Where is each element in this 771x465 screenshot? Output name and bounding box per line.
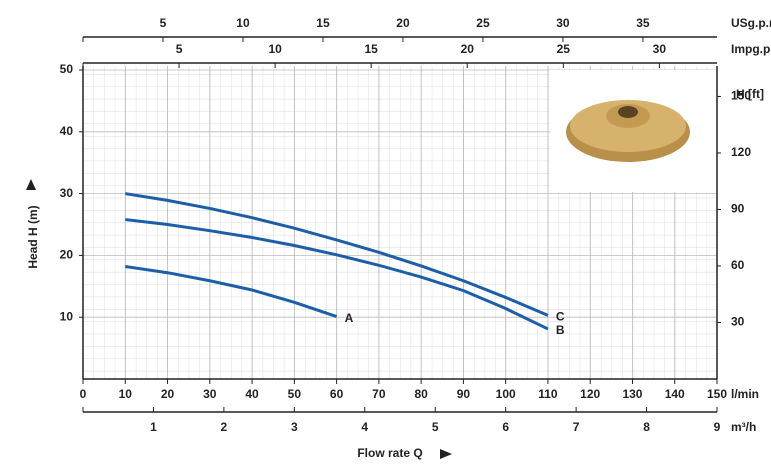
curve <box>125 218 549 331</box>
curve <box>125 192 549 317</box>
y-tick-label: 10 <box>60 309 74 323</box>
curve-label: B <box>556 323 565 337</box>
secondary-tick-label: 1 <box>150 420 157 434</box>
secondary-tick-label: 6 <box>502 420 509 434</box>
secondary-tick-label: 5 <box>432 420 439 434</box>
y-tick-label: 30 <box>60 186 74 200</box>
secondary-tick-label: 30 <box>653 42 667 56</box>
x-tick-label: 80 <box>414 387 428 401</box>
curve-label: A <box>345 311 354 325</box>
x-tick-label: 20 <box>161 387 175 401</box>
y-axis-label: Head H (m) <box>26 205 40 268</box>
secondary-tick-label: 5 <box>160 16 167 30</box>
x-tick-label: 130 <box>622 387 642 401</box>
y2-tick-label: 120 <box>731 145 751 159</box>
x-tick-label: 110 <box>538 387 558 401</box>
curve <box>125 265 338 319</box>
x-unit: l/min <box>731 387 759 401</box>
y2-tick-label: 90 <box>731 202 745 216</box>
y-tick-label: 40 <box>60 124 74 138</box>
x-tick-label: 70 <box>372 387 386 401</box>
impeller-photo <box>550 70 717 192</box>
y2-tick-label: 30 <box>731 315 745 329</box>
y2-tick-label: 60 <box>731 258 745 272</box>
x-tick-label: 0 <box>80 387 87 401</box>
secondary-tick-label: 15 <box>365 42 379 56</box>
secondary-tick-label: 7 <box>573 420 580 434</box>
secondary-tick-label: 10 <box>236 16 250 30</box>
y-tick-label: 20 <box>60 248 74 262</box>
secondary-tick-label: 2 <box>221 420 228 434</box>
secondary-tick-label: 20 <box>396 16 410 30</box>
x-tick-label: 10 <box>119 387 133 401</box>
y-tick-label: 50 <box>60 62 74 76</box>
secondary-tick-label: 4 <box>361 420 368 434</box>
x-tick-label: 150 <box>707 387 727 401</box>
secondary-tick-label: 5 <box>176 42 183 56</box>
x-tick-label: 50 <box>288 387 302 401</box>
secondary-tick-label: 8 <box>643 420 650 434</box>
secondary-tick-label: 10 <box>268 42 282 56</box>
secondary-tick-label: 35 <box>636 16 650 30</box>
secondary-unit: m³/h <box>731 420 756 434</box>
secondary-tick-label: 30 <box>556 16 570 30</box>
secondary-tick-label: 25 <box>557 42 571 56</box>
curve-label: C <box>556 310 565 324</box>
secondary-tick-label: 20 <box>461 42 475 56</box>
x-tick-label: 90 <box>457 387 471 401</box>
secondary-tick-label: 15 <box>316 16 330 30</box>
y-arrow <box>26 179 36 190</box>
x-arrow <box>440 449 452 459</box>
secondary-tick-label: 3 <box>291 420 298 434</box>
x-tick-label: 120 <box>580 387 600 401</box>
x-tick-label: 40 <box>245 387 259 401</box>
secondary-unit: Impg.p.m <box>731 42 771 56</box>
secondary-tick-label: 25 <box>476 16 490 30</box>
x-axis-label: Flow rate Q <box>357 446 422 460</box>
secondary-tick-label: 9 <box>714 420 721 434</box>
x-tick-label: 60 <box>330 387 344 401</box>
x-tick-label: 140 <box>665 387 685 401</box>
x-tick-label: 100 <box>496 387 516 401</box>
x-tick-label: 30 <box>203 387 217 401</box>
y2-tick-label: 150 <box>731 89 751 103</box>
secondary-unit: USg.p.m <box>731 16 771 30</box>
y2-axis-label: H [ft] <box>736 87 764 101</box>
